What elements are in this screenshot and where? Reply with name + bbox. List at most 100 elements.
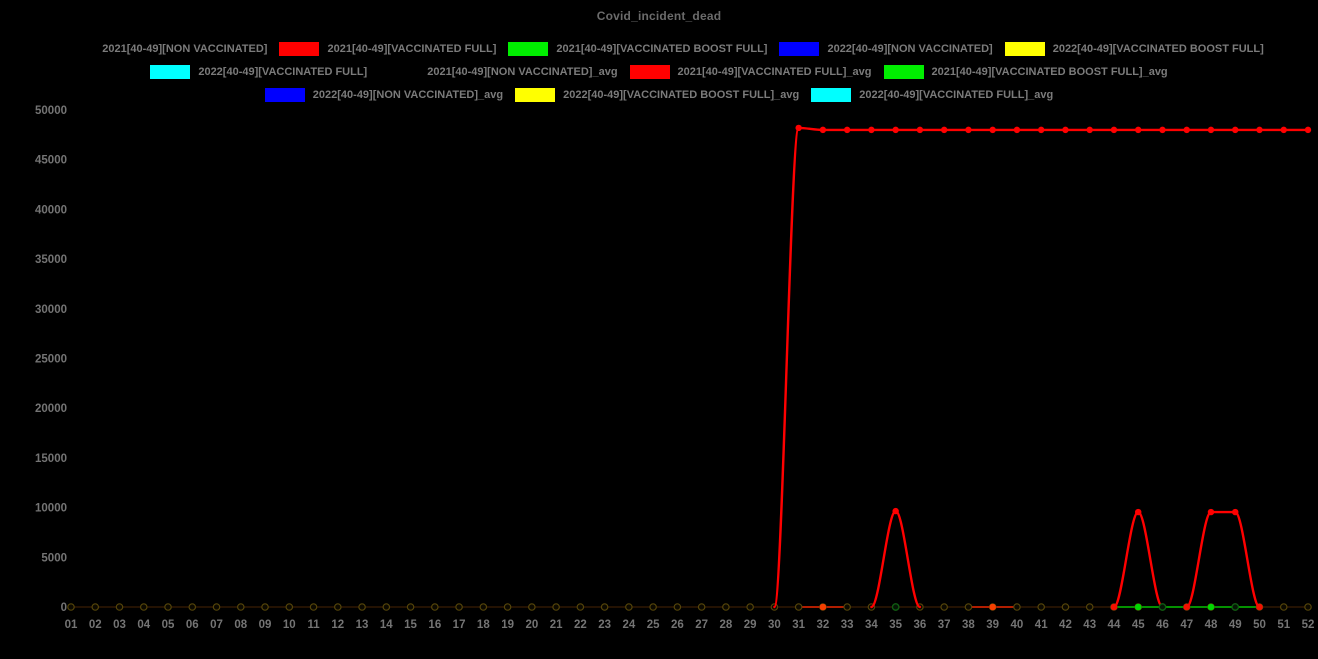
series-point-marker <box>940 126 948 134</box>
zero-dark-green-ring-marker <box>1158 603 1167 611</box>
x-axis-tick-label: 17 <box>453 619 466 631</box>
series-point-marker <box>1232 508 1239 516</box>
x-axis-tick-label: 18 <box>477 619 490 631</box>
legend-item-label: 2021[40-49][NON VACCINATED]_avg <box>427 65 618 78</box>
x-axis-tick-label: 51 <box>1277 619 1290 631</box>
y-axis-tick-label: 30000 <box>35 304 67 316</box>
week-marker-ring <box>188 603 197 611</box>
zero-red-dot-marker <box>1183 603 1191 611</box>
x-axis-tick-label: 11 <box>307 619 320 631</box>
x-axis-tick-label: 31 <box>792 619 805 631</box>
legend-swatch-icon <box>508 41 549 56</box>
x-axis-tick-label: 37 <box>938 619 951 631</box>
week-marker-ring <box>940 603 948 611</box>
week-marker-ring <box>212 603 221 611</box>
legend-item: 2021[40-49][NON VACCINATED]_avg <box>379 64 618 79</box>
x-axis-tick-label: 34 <box>865 619 878 631</box>
week-marker-ring <box>1279 603 1288 611</box>
x-axis-tick-label: 27 <box>695 619 708 631</box>
zero-green-dot-marker <box>1207 603 1215 611</box>
week-marker-ring <box>697 603 706 611</box>
x-axis-tick-label: 43 <box>1083 619 1096 631</box>
x-axis-tick-label: 36 <box>914 619 927 631</box>
week-marker-ring <box>1013 603 1021 611</box>
week-marker-ring <box>455 603 463 611</box>
x-axis-tick-label: 47 <box>1180 619 1193 631</box>
legend-item: 2021[40-49][VACCINATED BOOST FULL] <box>508 41 768 56</box>
week-marker-ring <box>552 603 560 611</box>
legend-swatch-icon <box>779 41 820 56</box>
x-axis-tick-label: 28 <box>719 619 732 631</box>
week-marker-ring <box>964 603 973 611</box>
week-marker-ring <box>673 603 682 611</box>
week-marker-ring <box>164 603 172 611</box>
series-point-marker <box>1256 126 1263 134</box>
legend-item-label: 2021[40-49][VACCINATED FULL] <box>327 42 497 55</box>
legend-item: 2022[40-49][VACCINATED FULL] <box>150 64 367 79</box>
series-point-marker <box>1135 508 1142 516</box>
zero-red-dot-marker <box>1110 603 1118 611</box>
week-marker-ring <box>1061 603 1070 611</box>
x-axis-tick-label: 05 <box>162 619 175 631</box>
legend-item: 2021[40-49][VACCINATED FULL] <box>279 41 497 56</box>
week-marker-ring <box>625 603 633 611</box>
legend-swatch-icon <box>1004 41 1045 56</box>
week-marker-ring <box>576 603 585 611</box>
series-point-marker <box>916 126 924 134</box>
legend-item-label: 2021[40-49][NON VACCINATED] <box>102 42 268 55</box>
week-marker-ring <box>382 603 391 611</box>
x-axis-tick-label: 30 <box>768 619 781 631</box>
legend-item: 2022[40-49][NON VACCINATED]_avg <box>264 87 504 102</box>
legend-item-label: 2022[40-49][VACCINATED FULL]_avg <box>859 88 1054 101</box>
legend-item: 2022[40-49][VACCINATED BOOST FULL] <box>1004 41 1264 56</box>
legend-swatch-icon <box>54 41 95 56</box>
x-axis-tick-label: 22 <box>574 619 587 631</box>
legend-item: 2022[40-49][VACCINATED FULL]_avg <box>811 87 1054 102</box>
week-marker-ring <box>600 603 609 611</box>
legend-item: 2021[40-49][VACCINATED BOOST FULL]_avg <box>883 64 1168 79</box>
x-axis-tick-label: 33 <box>841 619 854 631</box>
x-axis-tick-label: 07 <box>210 619 223 631</box>
zero-green-dot-marker <box>1134 603 1142 611</box>
x-axis-tick-label: 35 <box>889 619 902 631</box>
legend-swatch-icon <box>264 87 305 102</box>
x-axis-tick-label: 38 <box>962 619 975 631</box>
week-marker-ring <box>236 603 245 611</box>
x-axis-tick-label: 49 <box>1229 619 1242 631</box>
legend-swatch-icon <box>883 64 924 79</box>
series-point-marker <box>819 126 827 134</box>
x-axis-tick-label: 14 <box>380 619 393 631</box>
series-point-marker <box>892 507 899 515</box>
zero-red-dot-marker <box>989 603 996 611</box>
legend-swatch-icon <box>150 64 191 79</box>
y-axis-tick-label: 50000 <box>35 105 67 117</box>
legend-item-label: 2021[40-49][VACCINATED FULL]_avg <box>677 65 872 78</box>
y-axis-tick-label: 0 <box>61 602 67 614</box>
series-line <box>1185 510 1261 609</box>
x-axis-tick-label: 44 <box>1108 619 1121 631</box>
week-marker-ring <box>91 603 100 611</box>
x-axis-tick-label: 42 <box>1059 619 1072 631</box>
y-axis-tick-label: 25000 <box>35 354 67 366</box>
week-marker-ring <box>503 603 512 611</box>
week-marker-ring <box>406 603 415 611</box>
series-point-marker <box>1013 126 1021 134</box>
legend-item-label: 2022[40-49][VACCINATED BOOST FULL] <box>1052 42 1264 55</box>
x-axis-tick-label: 45 <box>1132 619 1145 631</box>
legend-item-label: 2022[40-49][NON VACCINATED]_avg <box>312 88 504 101</box>
y-axis-tick-label: 35000 <box>35 254 67 266</box>
x-axis-tick-label: 52 <box>1302 619 1315 631</box>
series-point-marker <box>1304 126 1312 134</box>
legend-swatch-icon <box>379 64 420 79</box>
y-axis-tick-label: 45000 <box>35 155 67 167</box>
series-point-marker <box>1159 126 1166 134</box>
zero-dark-green-ring-marker <box>891 603 900 611</box>
series-point-marker <box>1135 126 1142 134</box>
y-axis-tick-label: 10000 <box>35 503 67 515</box>
week-marker-ring <box>431 603 439 611</box>
week-marker-ring <box>285 603 294 611</box>
series-point-marker <box>1207 126 1215 134</box>
legend-swatch-icon <box>811 87 852 102</box>
legend-item-label: 2021[40-49][VACCINATED BOOST FULL] <box>556 42 768 55</box>
